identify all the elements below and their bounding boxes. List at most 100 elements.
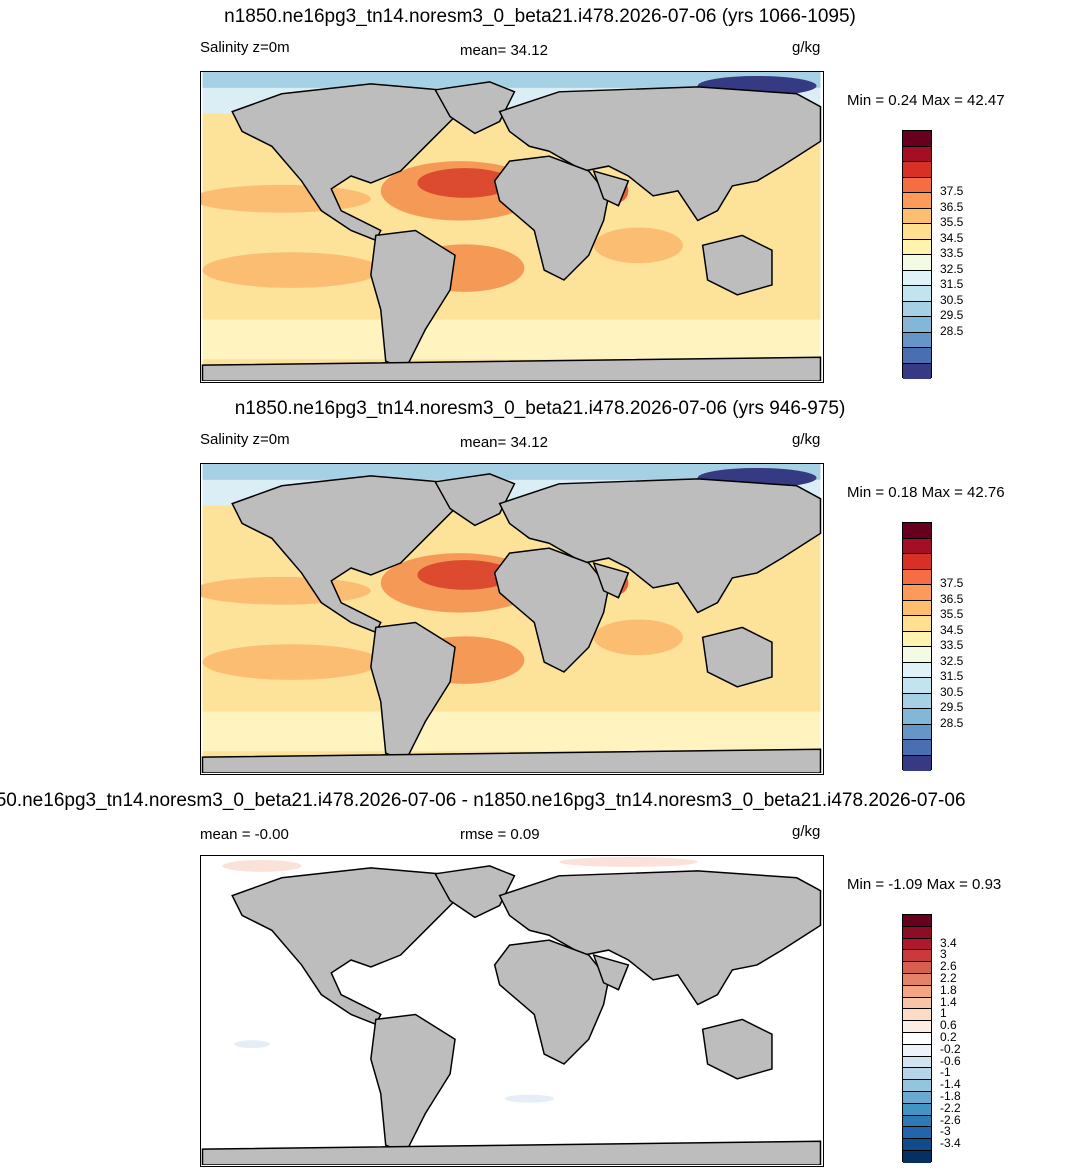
colorbar-tick-label: 3.4: [940, 935, 957, 950]
units-label: g/kg: [792, 823, 821, 840]
colorbar-swatch: [903, 286, 931, 302]
colorbar-swatch: [903, 709, 931, 725]
arabia-landmass: [592, 169, 630, 207]
colorbar-swatch: [903, 724, 931, 740]
colorbar-swatch: [903, 1150, 931, 1163]
colorbar-swatch: [903, 1091, 931, 1104]
colorbar-tick-label: 34.5: [940, 230, 964, 245]
colorbar-swatch: [903, 1032, 931, 1045]
greenland-landmass: [434, 865, 516, 919]
salinity-south-pacific: [202, 644, 381, 680]
colorbar-tick-label: 1.4: [940, 994, 957, 1009]
colorbar-swatch: [903, 332, 931, 348]
salinity-north-pacific: [201, 184, 371, 213]
colorbar-tick-label: 37.5: [940, 184, 964, 198]
colorbar-swatch: [903, 1044, 931, 1057]
australia-landmass: [701, 234, 773, 296]
minmax-label: Min = 0.24 Max = 42.47: [847, 92, 1005, 109]
eurasia-landmass: [498, 86, 822, 222]
colorbar: [902, 914, 932, 1163]
antarctica-landmass: [201, 1140, 822, 1165]
colorbar-swatch: [903, 131, 931, 147]
colorbar-swatch: [903, 950, 931, 963]
eurasia-landmass: [498, 478, 822, 614]
colorbar-swatch: [903, 1009, 931, 1022]
salinity-indian: [593, 227, 683, 264]
south-america-landmass: [370, 229, 456, 371]
colorbar-swatch: [903, 647, 931, 663]
africa-landmass: [493, 155, 610, 281]
colorbar-tick-label: -1.4: [940, 1077, 961, 1092]
colorbar-tick-label: 0.6: [940, 1018, 957, 1033]
colorbar-swatch: [903, 538, 931, 554]
colorbar-tick-label: 3: [940, 947, 947, 962]
colorbar-swatch: [903, 255, 931, 271]
colorbar-tick-label: 30.5: [940, 684, 964, 699]
mean-label: mean= 34.12: [460, 42, 548, 59]
colorbar-tick-label: -0.6: [940, 1053, 961, 1068]
colorbar-tick-label: 33.5: [940, 246, 964, 260]
colorbar-swatch: [903, 162, 931, 178]
greenland-landmass: [434, 81, 516, 135]
africa-landmass: [493, 547, 610, 673]
colorbar-swatch: [903, 569, 931, 585]
colorbar-swatch: [903, 193, 931, 209]
colorbar-swatch: [903, 523, 931, 539]
anomaly-positive: [222, 859, 302, 872]
colorbar-tick-label: 32.5: [940, 261, 964, 276]
colorbar-tick-label: 28.5: [940, 323, 964, 338]
colorbar-tick-label: 31.5: [940, 669, 964, 683]
arabia-landmass: [592, 561, 630, 599]
colorbar-swatch: [903, 915, 931, 927]
colorbar-swatch: [903, 985, 931, 998]
colorbar-tick-label: 1: [940, 1006, 947, 1021]
colorbar-swatch: [903, 239, 931, 255]
southern-band: [202, 711, 821, 752]
colorbar-swatch: [903, 962, 931, 974]
variable-label: Salinity z=0m: [200, 39, 290, 56]
colorbar-tick-label: 33.5: [940, 638, 964, 652]
eurasia-landmass: [498, 870, 822, 1006]
minmax-label: Min = 0.18 Max = 42.76: [847, 484, 1005, 501]
colorbar-swatch: [903, 600, 931, 616]
colorbar-swatch: [903, 1068, 931, 1081]
colorbar-tick-label: 35.5: [940, 607, 964, 621]
colorbar-tick-label: -2.6: [940, 1112, 961, 1127]
colorbar-swatch: [903, 1021, 931, 1033]
mean-label: mean = -0.00: [200, 826, 289, 843]
colorbar-swatch: [903, 270, 931, 286]
colorbar-swatch: [903, 678, 931, 694]
colorbar-swatch: [903, 1103, 931, 1116]
colorbar: [902, 522, 932, 771]
salinity-max-core: [417, 560, 513, 590]
salinity-south-pacific: [202, 252, 381, 288]
australia-landmass: [701, 1018, 773, 1080]
colorbar-tick-label: 32.5: [940, 653, 964, 668]
colorbar-swatch: [903, 926, 931, 939]
panel-title: n1850.ne16pg3_tn14.noresm3_0_beta21.i478…: [0, 790, 966, 811]
variable-label: Salinity z=0m: [200, 431, 290, 448]
panel-title: n1850.ne16pg3_tn14.noresm3_0_beta21.i478…: [224, 6, 856, 27]
colorbar-tick-label: 34.5: [940, 622, 964, 637]
colorbar-tick-label: 37.5: [940, 576, 964, 590]
salinity-indian: [593, 619, 683, 656]
mean-label: mean= 34.12: [460, 434, 548, 451]
colorbar-swatch: [903, 146, 931, 162]
colorbar-tick-label: 31.5: [940, 277, 964, 291]
colorbar: [902, 130, 932, 379]
colorbar-tick-label: 1.8: [940, 982, 957, 997]
colorbar-tick-label: 36.5: [940, 591, 964, 606]
colorbar-swatch: [903, 554, 931, 570]
colorbar-tick-label: -1.8: [940, 1089, 961, 1104]
antarctica-landmass: [201, 748, 822, 773]
map-canvas: [201, 856, 822, 1165]
colorbar-swatch: [903, 363, 931, 379]
south-america-landmass: [370, 621, 456, 763]
anomaly-negative: [504, 1094, 555, 1103]
arctic-fresh: [202, 72, 821, 88]
africa-landmass: [493, 939, 610, 1065]
colorbar-swatch: [903, 1139, 931, 1151]
colorbar-swatch: [903, 755, 931, 771]
colorbar-tick-label: 0.2: [940, 1030, 957, 1044]
colorbar-tick-label: 29.5: [940, 700, 964, 714]
